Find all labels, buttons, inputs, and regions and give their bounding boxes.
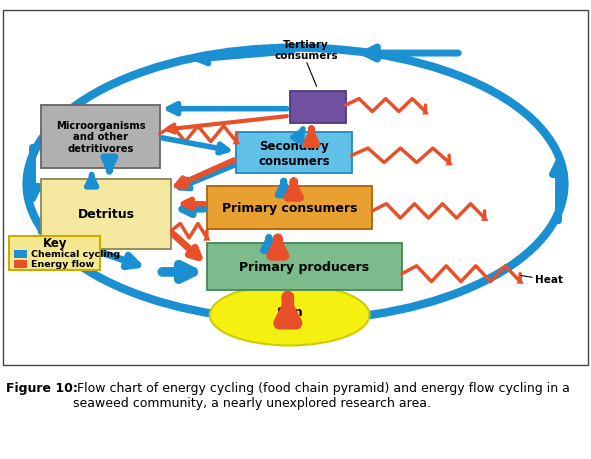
- Text: Chemical cycling: Chemical cycling: [31, 250, 121, 259]
- FancyBboxPatch shape: [207, 244, 402, 290]
- Text: Microorganisms
and other
detritivores: Microorganisms and other detritivores: [56, 121, 145, 154]
- FancyBboxPatch shape: [207, 186, 372, 230]
- Text: Figure 10:: Figure 10:: [6, 381, 78, 394]
- FancyBboxPatch shape: [41, 106, 160, 168]
- Text: Heat: Heat: [535, 274, 563, 285]
- Text: Primary consumers: Primary consumers: [222, 202, 358, 214]
- Text: Tertiary
consumers: Tertiary consumers: [274, 39, 337, 61]
- FancyBboxPatch shape: [236, 133, 352, 174]
- Text: Key: Key: [43, 236, 67, 249]
- FancyBboxPatch shape: [9, 236, 100, 270]
- Text: Energy flow: Energy flow: [31, 260, 95, 269]
- Text: Detritus: Detritus: [78, 207, 135, 221]
- FancyBboxPatch shape: [41, 179, 171, 249]
- Ellipse shape: [210, 285, 369, 346]
- Text: Primary producers: Primary producers: [239, 260, 369, 274]
- Text: Sun: Sun: [276, 305, 303, 318]
- FancyBboxPatch shape: [290, 91, 346, 124]
- Text: Secondary
consumers: Secondary consumers: [258, 140, 330, 167]
- FancyBboxPatch shape: [14, 251, 27, 258]
- Text: Flow chart of energy cycling (food chain pyramid) and energy flow cycling in a s: Flow chart of energy cycling (food chain…: [73, 381, 569, 409]
- FancyBboxPatch shape: [14, 260, 27, 268]
